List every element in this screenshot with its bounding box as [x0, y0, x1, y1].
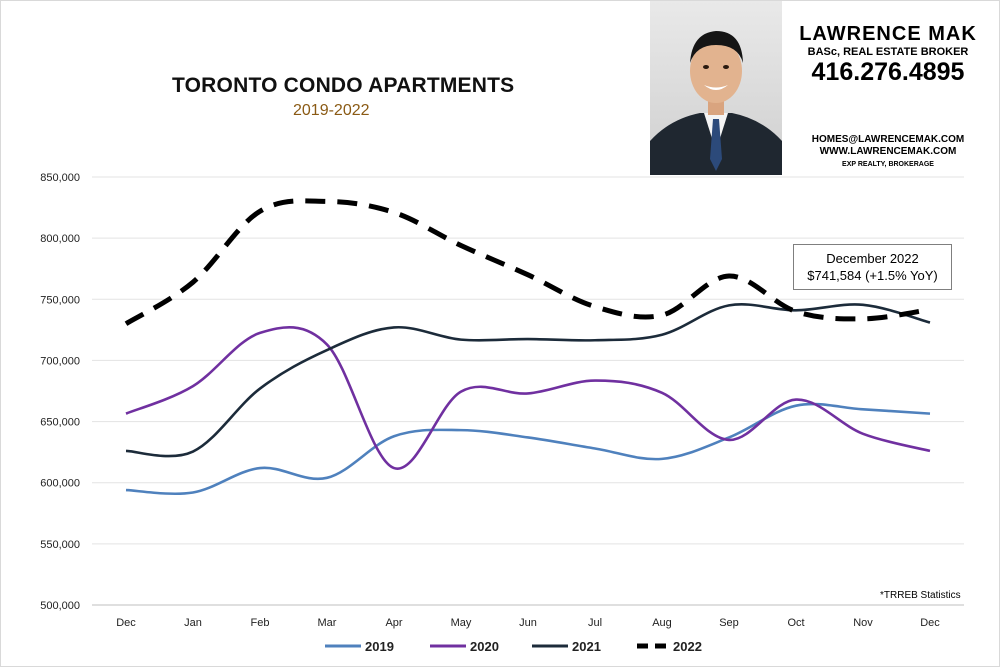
agent-card: LAWRENCE MAK BASc, REAL ESTATE BROKER 41… — [650, 1, 976, 175]
x-tick-label: Oct — [787, 617, 804, 629]
chart-title: TORONTO CONDO APARTMENTS — [172, 74, 515, 97]
callout-line-2: $741,584 (+1.5% YoY) — [807, 268, 938, 283]
legend-label-2019: 2019 — [365, 639, 394, 654]
agent-name: LAWRENCE MAK — [799, 23, 977, 45]
y-tick-label: 650,000 — [40, 417, 80, 429]
x-tick-label: May — [451, 617, 472, 629]
agent-email: HOMES@LAWRENCEMAK.COM — [811, 134, 965, 145]
x-tick-label: Dec — [920, 617, 940, 629]
agent-credentials: BASc, REAL ESTATE BROKER — [807, 46, 969, 58]
agent-website: WWW.LAWRENCEMAK.COM — [819, 146, 957, 157]
source-note: *TRREB Statistics — [880, 590, 961, 601]
legend-label-2021: 2021 — [572, 639, 601, 654]
y-tick-label: 850,000 — [40, 172, 80, 184]
x-tick-label: Aug — [652, 617, 672, 629]
agent-photo — [650, 1, 782, 175]
y-tick-label: 500,000 — [40, 600, 80, 612]
agent-brokerage: EXP REALTY, BROKERAGE — [842, 161, 934, 168]
x-tick-label: Nov — [853, 617, 873, 629]
x-tick-label: Sep — [719, 617, 739, 629]
callout-line-1: December 2022 — [826, 251, 919, 266]
x-tick-label: Jul — [588, 617, 602, 629]
y-tick-label: 750,000 — [40, 294, 80, 306]
x-tick-label: Feb — [251, 617, 270, 629]
x-tick-label: Jan — [184, 617, 202, 629]
legend-label-2020: 2020 — [470, 639, 499, 654]
x-tick-label: Jun — [519, 617, 537, 629]
series-line-2020 — [125, 325, 931, 470]
series-line-2019 — [125, 402, 931, 496]
y-tick-label: 800,000 — [40, 233, 80, 245]
series-line-2021 — [125, 303, 931, 458]
y-tick-label: 550,000 — [40, 539, 80, 551]
x-tick-label: Dec — [116, 617, 136, 629]
legend-label-2022: 2022 — [673, 639, 702, 654]
chart-subtitle: 2019-2022 — [293, 102, 370, 119]
x-tick-label: Mar — [318, 617, 337, 629]
callout-box: December 2022 $741,584 (+1.5% YoY) — [793, 244, 952, 290]
y-tick-label: 600,000 — [40, 478, 80, 490]
agent-phone: 416.276.4895 — [811, 58, 965, 86]
series-line-2022 — [124, 198, 931, 326]
y-tick-label: 700,000 — [40, 355, 80, 367]
x-tick-label: Apr — [385, 617, 402, 629]
